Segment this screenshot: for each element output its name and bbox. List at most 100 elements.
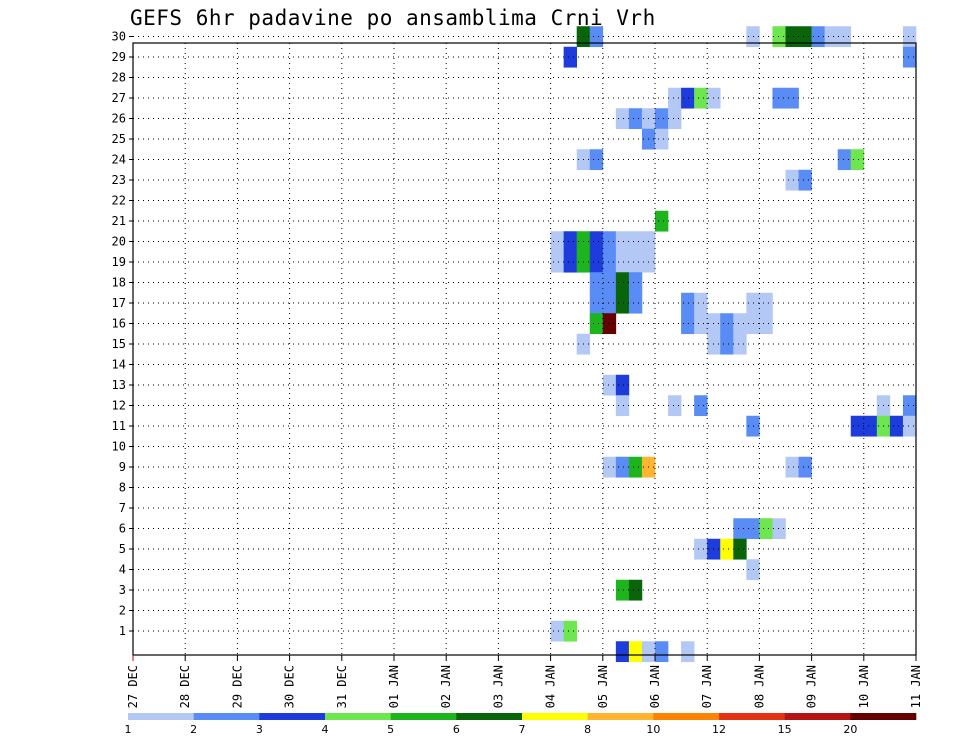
precip-cell <box>902 415 917 437</box>
precip-cell <box>655 210 669 232</box>
precip-cell <box>602 272 617 294</box>
precip-cell <box>602 231 617 253</box>
chart-title: GEFS 6hr padavine po ansamblima Crni Vrh <box>130 6 656 30</box>
y-tick-label: 25 <box>112 132 126 146</box>
precip-cell <box>563 46 577 68</box>
colorbar-label: 5 <box>387 723 394 736</box>
precip-cell <box>563 231 577 253</box>
y-tick-label: 26 <box>112 112 126 126</box>
precip-cell <box>863 415 878 437</box>
colorbar-label: 7 <box>519 723 526 736</box>
precip-cell <box>589 26 604 48</box>
x-tick-label: 06 JAN <box>648 665 662 708</box>
precip-cell <box>902 46 917 68</box>
precip-cell <box>589 149 604 171</box>
colorbar-label: 20 <box>843 723 857 736</box>
precip-cell <box>720 313 734 335</box>
precip-cell <box>628 272 643 294</box>
y-tick-label: 18 <box>112 276 126 290</box>
precip-cell <box>589 313 604 335</box>
precip-cell <box>733 518 747 540</box>
precip-cell <box>563 620 577 642</box>
precip-cell <box>602 374 617 396</box>
x-tick-label: 11 JAN <box>909 665 923 708</box>
x-tick-label: 04 JAN <box>544 665 558 708</box>
colorbar-segment <box>128 713 194 720</box>
precip-cell <box>628 231 643 253</box>
colorbar-segment <box>719 713 785 720</box>
precip-cell <box>628 579 643 601</box>
precipitation-cells <box>550 26 917 663</box>
precip-cell <box>602 456 617 478</box>
colorbar-label: 4 <box>322 723 329 736</box>
precip-cell <box>733 333 747 355</box>
precip-cell <box>615 456 630 478</box>
precip-cell <box>563 251 577 273</box>
colorbar-segment <box>259 713 326 720</box>
y-tick-label: 5 <box>119 542 126 556</box>
colorbar-label: 6 <box>453 723 460 736</box>
y-tick-label: 14 <box>112 358 126 372</box>
precip-cell <box>681 313 695 335</box>
precip-cell <box>602 313 617 335</box>
precip-cell <box>615 641 630 663</box>
precip-cell <box>785 456 799 478</box>
precip-cell <box>681 292 695 314</box>
x-tick-label: 09 JAN <box>805 665 819 708</box>
precip-cell <box>772 87 786 109</box>
x-tick-label: 03 JAN <box>491 665 505 708</box>
y-tick-label: 22 <box>112 194 126 208</box>
colorbar-segment <box>653 713 720 720</box>
colorbar-segment <box>850 713 917 720</box>
y-tick-label: 8 <box>119 481 126 495</box>
x-tick-label: 07 JAN <box>700 665 714 708</box>
x-tick-label: 08 JAN <box>752 665 766 708</box>
y-tick-labels: 1234567891011121314151617181920212223242… <box>112 30 126 639</box>
y-tick-label: 3 <box>119 583 126 597</box>
precip-cell <box>615 579 630 601</box>
y-tick-label: 2 <box>119 604 126 618</box>
precip-cell <box>720 538 734 560</box>
precip-cell <box>694 538 708 560</box>
precip-cell <box>628 641 643 663</box>
y-tick-label: 1 <box>119 624 126 638</box>
precip-cell <box>550 251 564 273</box>
precip-cell <box>798 169 812 191</box>
precip-cell <box>615 251 630 273</box>
precip-cell <box>628 456 643 478</box>
y-tick-label: 28 <box>112 71 126 85</box>
precip-cell <box>615 108 630 130</box>
y-tick-label: 10 <box>112 440 126 454</box>
precip-cell <box>772 518 786 540</box>
precip-cell <box>785 26 799 48</box>
colorbar-segment <box>784 713 851 720</box>
colorbar-segment <box>193 713 260 720</box>
precip-cell <box>837 26 852 48</box>
precip-cell <box>628 108 643 130</box>
precip-cell <box>798 26 812 48</box>
precip-cell <box>681 641 695 663</box>
precip-cell <box>655 108 669 130</box>
colorbar-segment <box>522 713 588 720</box>
axes <box>129 36 917 661</box>
y-tick-label: 30 <box>112 30 126 44</box>
precip-cell <box>655 128 669 150</box>
colorbar-label: 3 <box>256 723 263 736</box>
precip-cell <box>889 415 904 437</box>
y-tick-label: 23 <box>112 173 126 187</box>
precip-cell <box>772 26 786 48</box>
precip-cell <box>615 395 630 417</box>
colorbar-label: 8 <box>584 723 591 736</box>
precip-cell <box>589 231 604 253</box>
colorbar-label: 12 <box>712 723 726 736</box>
colorbar-label: 15 <box>778 723 792 736</box>
precip-cell <box>550 620 564 642</box>
precip-cell <box>720 333 734 355</box>
colorbar-segment <box>390 713 457 720</box>
precip-cell <box>550 231 564 253</box>
colorbar-label: 10 <box>646 723 660 736</box>
x-tick-label: 01 JAN <box>387 665 401 708</box>
plot-frame <box>132 42 917 656</box>
precip-cell <box>902 395 917 417</box>
